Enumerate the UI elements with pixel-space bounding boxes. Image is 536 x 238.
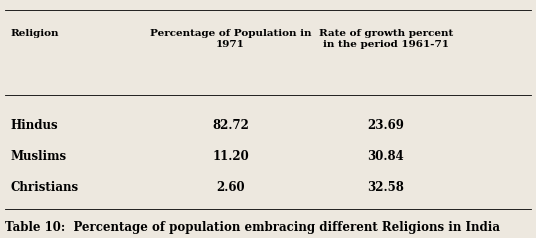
- Text: Table 10:  Percentage of population embracing different Religions in India: Table 10: Percentage of population embra…: [5, 221, 501, 234]
- Text: 82.72: 82.72: [212, 119, 249, 132]
- Text: Christians: Christians: [11, 181, 79, 194]
- Text: 30.84: 30.84: [368, 150, 404, 163]
- Text: 2.60: 2.60: [216, 181, 245, 194]
- Text: 11.20: 11.20: [212, 150, 249, 163]
- Text: 23.69: 23.69: [368, 119, 404, 132]
- Text: Hindus: Hindus: [11, 119, 58, 132]
- Text: 32.58: 32.58: [368, 181, 404, 194]
- Text: Muslims: Muslims: [11, 150, 67, 163]
- Text: Religion: Religion: [11, 29, 59, 38]
- Text: Percentage of Population in
1971: Percentage of Population in 1971: [150, 29, 311, 49]
- Text: Rate of growth percent
in the period 1961-71: Rate of growth percent in the period 196…: [319, 29, 453, 49]
